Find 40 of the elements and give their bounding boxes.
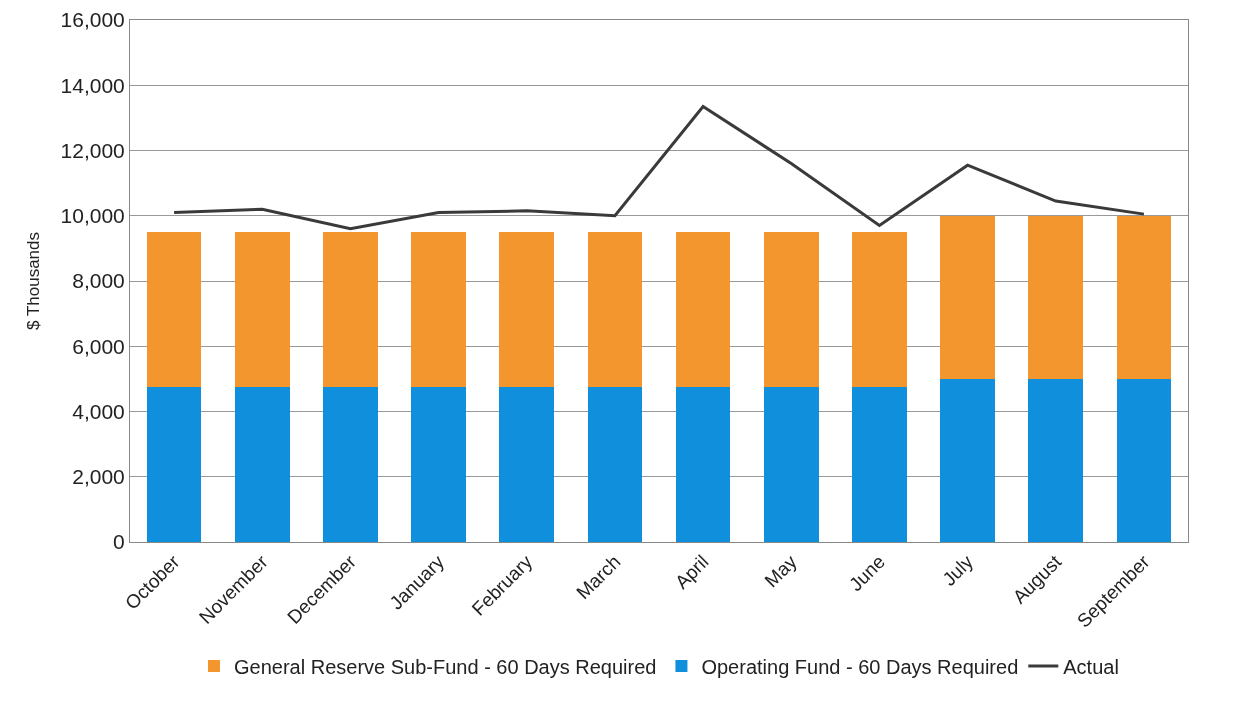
- bar: [146, 387, 202, 542]
- bar: [1028, 378, 1084, 542]
- bar: [1116, 378, 1172, 542]
- bar: [940, 215, 995, 379]
- y-tick-label: 8,000: [72, 269, 125, 293]
- bar: [234, 387, 290, 542]
- y-tick-label: 6,000: [72, 334, 125, 358]
- y-tick-label: 0: [113, 530, 125, 554]
- x-tick-label: July: [938, 550, 978, 590]
- y-axis-title: $ Thousands: [24, 232, 44, 330]
- bar: [587, 232, 643, 388]
- line-series: [172, 104, 1146, 231]
- bar: [587, 387, 643, 542]
- bar: [852, 232, 907, 388]
- legend-label: Operating Fund - 60 Days Required: [701, 655, 1019, 678]
- bar: [852, 387, 907, 542]
- y-tick-label: 12,000: [60, 138, 125, 162]
- y-tick-label: 10,000: [60, 204, 125, 228]
- y-tick-label: 14,000: [60, 73, 125, 97]
- legend-label: General Reserve Sub-Fund - 60 Days Required: [234, 655, 657, 678]
- bar: [411, 232, 466, 388]
- bar: [411, 387, 466, 542]
- y-tick-label: 4,000: [72, 399, 125, 423]
- bar: [1028, 215, 1084, 379]
- y-tick-label: 16,000: [60, 8, 125, 32]
- bar: [675, 387, 731, 542]
- bar: [940, 378, 995, 542]
- bar: [675, 232, 731, 388]
- bar: [234, 232, 290, 388]
- bar: [499, 387, 555, 542]
- bar: [763, 387, 819, 542]
- bar: [146, 232, 202, 388]
- legend-label: Actual: [1063, 655, 1119, 678]
- bar: [323, 232, 378, 388]
- bar: [323, 387, 378, 542]
- x-tick-label: May: [760, 550, 802, 592]
- y-tick-label: 2,000: [72, 465, 125, 489]
- bar: [1116, 215, 1172, 379]
- bar: [499, 232, 555, 388]
- bar: [763, 232, 819, 388]
